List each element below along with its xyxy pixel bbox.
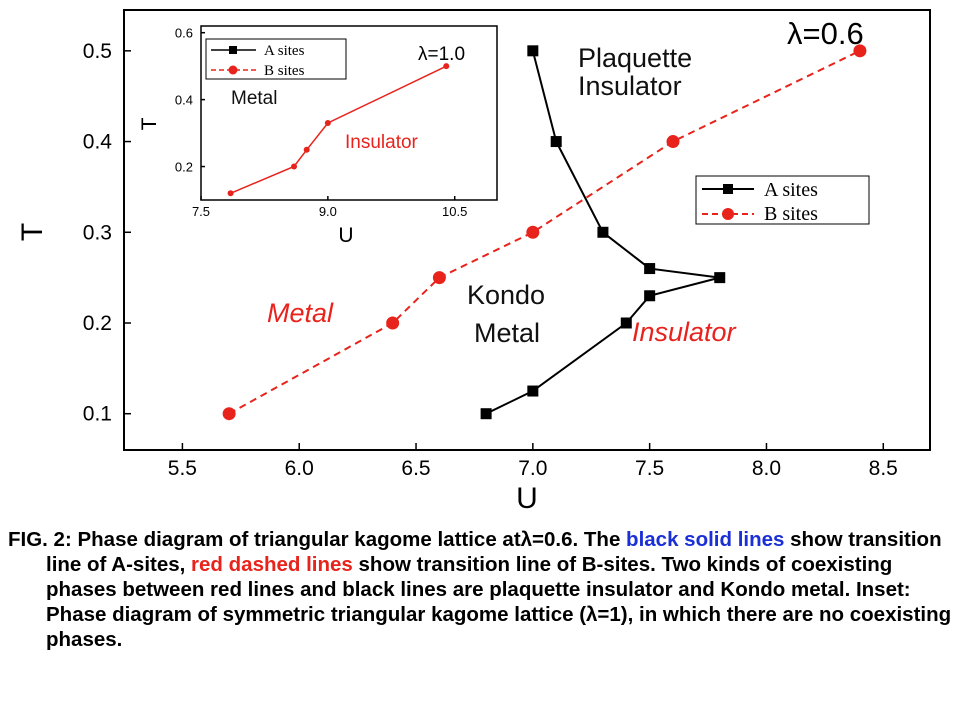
main-plot-frame (123, 9, 931, 451)
inset-series-0-point-4 (443, 63, 450, 70)
inset-x-tick-label-2: 10.5 (442, 204, 467, 219)
inset-series-0-point-2 (303, 146, 310, 153)
caption-black-solid-phrase: black solid lines (626, 528, 785, 551)
main-x-tick-label-5: 8.0 (752, 457, 781, 480)
inset-series-0-point-1 (291, 163, 298, 170)
inset-legend-a-label: A sites (264, 43, 305, 59)
main-ticks: 5.5 6.0 6.5 7.0 7.5 8.0 8.5 0.1 0.2 0.3 0.4 0.5 (83, 40, 898, 480)
main-x-tick-label-3: 7.0 (518, 457, 547, 480)
main-series-0-point-2 (597, 226, 609, 238)
inset-y-axis-title: T (138, 117, 161, 130)
inset-x-tick-label-1: 9.0 (319, 204, 337, 219)
caption-part-1: FIG. 2: Phase diagram of triangular kago… (8, 528, 627, 551)
main-x-axis-title: U (516, 482, 538, 515)
inset-series (227, 63, 450, 197)
region-label-metal-red: Metal (267, 298, 334, 328)
caption-part-3: show transition line of B-sites. Two kin… (46, 553, 952, 651)
main-series-0-point-6 (620, 317, 632, 329)
main-y-tick-label-2: 0.3 (83, 221, 112, 244)
main-series-1-point-5 (853, 44, 867, 58)
inset-legend-b-label: B sites (264, 63, 305, 79)
main-x-tick-label-6: 8.5 (869, 457, 898, 480)
region-label-plaquette: Plaquette (578, 43, 692, 73)
inset-y-tick-label-0: 0.2 (175, 160, 193, 175)
figure-caption: FIG. 2: Phase diagram of triangular kago… (8, 527, 956, 652)
main-series-0-point-8 (480, 408, 492, 420)
inset-region-insulator: Insulator (345, 132, 419, 153)
main-series-0-point-4 (714, 272, 726, 284)
main-series-0-point-3 (644, 263, 656, 275)
inset-x-tick-label-0: 7.5 (192, 204, 210, 219)
inset-region-metal: Metal (231, 88, 277, 109)
main-legend: A sites B sites (695, 175, 870, 225)
main-y-axis-title: T (16, 223, 49, 241)
main-series-1-point-4 (666, 135, 680, 149)
legend-a-label: A sites (764, 179, 818, 201)
main-x-tick-label-4: 7.5 (635, 457, 664, 480)
main-series-0-point-7 (527, 385, 539, 397)
main-y-tick-label-4: 0.5 (83, 40, 112, 63)
inset-y-tick-label-2: 0.6 (175, 26, 193, 41)
main-x-tick-label-0: 5.5 (168, 457, 197, 480)
main-series-line-1 (228, 49, 861, 415)
main-y-tick-label-1: 0.2 (83, 312, 112, 335)
caption-part-2: show transition line of A-sites, (46, 528, 942, 576)
main-series (222, 44, 867, 421)
region-label-insulator: Insulator (578, 71, 682, 101)
legend-b-label: B sites (764, 203, 818, 225)
main-y-tick-label-0: 0.1 (83, 403, 112, 426)
region-label-insulator-red: Insulator (632, 317, 737, 347)
inset-series-0-point-3 (324, 120, 331, 127)
caption-red-dashed-phrase: red dashed lines (191, 553, 353, 576)
main-x-tick-label-1: 6.0 (285, 457, 314, 480)
region-label-kondo: Kondo (467, 280, 545, 310)
main-series-1-point-1 (386, 316, 400, 330)
inset-x-axis-title: U (338, 224, 353, 247)
inset-ticks: 7.5 9.0 10.5 0.2 0.4 0.6 (175, 26, 467, 219)
main-series-1-point-2 (432, 271, 446, 285)
main-x-tick-label-2: 6.5 (401, 457, 430, 480)
legend-b-marker (722, 208, 734, 220)
main-series-0-point-5 (644, 290, 656, 302)
inset-plot: 7.5 9.0 10.5 0.2 0.4 0.6 U T λ=1.0 Metal Insu… (138, 25, 498, 247)
inset-y-tick-label-1: 0.4 (175, 93, 193, 108)
inset-legend-b-marker (228, 65, 238, 75)
main-series-1-point-3 (526, 225, 540, 239)
main-series-0-point-1 (550, 136, 562, 148)
inset-legend: A sites B sites (205, 38, 347, 80)
inset-legend-a-marker (229, 46, 237, 54)
phase-diagram-figure: 5.5 6.0 6.5 7.0 7.5 8.0 8.5 0.1 0.2 0.3 0.4 0.5 U T… (16, 9, 931, 515)
region-label-metal: Metal (474, 318, 540, 348)
main-lambda-label: λ=0.6 (787, 16, 864, 51)
inset-series-0-point-0 (227, 190, 234, 197)
inset-lambda-label: λ=1.0 (418, 44, 465, 65)
legend-a-marker (723, 184, 733, 194)
main-y-tick-label-3: 0.4 (83, 131, 113, 154)
main-series-1-point-0 (222, 407, 236, 421)
main-series-0-point-0 (527, 45, 539, 57)
